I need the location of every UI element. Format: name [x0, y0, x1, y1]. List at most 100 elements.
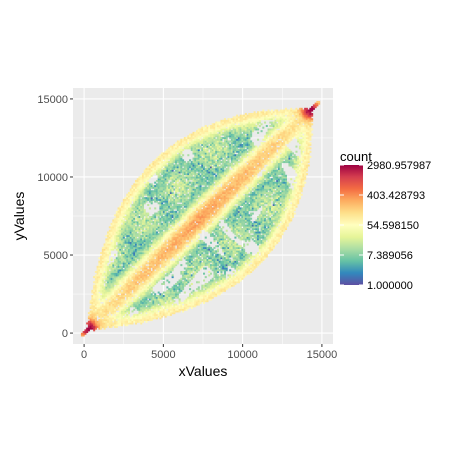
heatmap-tile: [199, 202, 202, 205]
heatmap-tile: [117, 257, 120, 260]
heatmap-tile: [166, 300, 169, 303]
heatmap-tile: [117, 258, 120, 261]
heatmap-tile: [190, 142, 193, 145]
heatmap-tile: [117, 288, 120, 291]
heatmap-tile: [140, 195, 143, 198]
heatmap-tile: [131, 198, 134, 201]
heatmap-tile: [134, 188, 138, 191]
heatmap-tile: [129, 281, 132, 284]
heatmap-tile: [161, 262, 164, 265]
heatmap-tile: [143, 317, 146, 320]
heatmap-tile: [136, 195, 139, 198]
heatmap-tile: [98, 257, 101, 260]
heatmap-tile: [136, 245, 139, 248]
heatmap-tile: [145, 276, 148, 279]
heatmap-tile: [178, 143, 181, 146]
heatmap-tile: [209, 260, 213, 263]
heatmap-tile: [171, 228, 174, 231]
heatmap-tile: [157, 246, 160, 249]
heatmap-tile: [107, 276, 110, 279]
heatmap-tile: [129, 296, 132, 299]
heatmap-tile: [190, 250, 193, 253]
heatmap-tile: [152, 173, 155, 176]
heatmap-tile: [112, 229, 115, 232]
heatmap-tile: [114, 245, 117, 248]
heatmap-tile: [159, 176, 162, 179]
heatmap-tile: [206, 186, 209, 189]
heatmap-tile: [204, 185, 207, 188]
heatmap-tile: [199, 203, 202, 206]
heatmap-tile: [134, 233, 138, 236]
heatmap-tile: [145, 191, 148, 194]
heatmap-tile: [124, 253, 127, 256]
heatmap-tile: [147, 269, 150, 272]
heatmap-tile: [129, 252, 132, 255]
heatmap-tile: [166, 241, 169, 244]
heatmap-tile: [155, 276, 158, 279]
heatmap-tile: [147, 169, 150, 172]
heatmap-tile: [114, 219, 117, 222]
heatmap-tile: [192, 131, 195, 134]
heatmap-tile: [108, 324, 111, 327]
heatmap-tile: [148, 274, 151, 277]
heatmap-tile: [110, 294, 113, 298]
heatmap-tile: [176, 250, 179, 253]
heatmap-tile: [136, 293, 139, 296]
heatmap-tile: [176, 167, 179, 170]
heatmap-tile: [169, 195, 172, 198]
heatmap-tile: [196, 231, 199, 234]
heatmap-tile: [119, 294, 122, 298]
heatmap-tile: [204, 246, 207, 249]
heatmap-tile: [148, 250, 151, 253]
heatmap-tile: [168, 191, 171, 194]
heatmap-tile: [176, 207, 179, 210]
heatmap-tile: [178, 162, 181, 165]
heatmap-tile: [131, 205, 134, 208]
heatmap-tile: [126, 216, 129, 219]
heatmap-tile: [136, 298, 139, 301]
heatmap-tile: [171, 291, 174, 294]
heatmap-tile: [162, 267, 165, 270]
heatmap-tile: [114, 240, 117, 243]
heatmap-tile: [159, 294, 162, 298]
heatmap-tile: [196, 167, 199, 170]
heatmap-tile: [129, 305, 132, 308]
heatmap-tile: [128, 205, 131, 208]
heatmap-tile: [203, 222, 206, 225]
heatmap-tile: [157, 181, 160, 184]
heatmap-tile: [173, 243, 176, 246]
heatmap-tile: [178, 216, 181, 219]
heatmap-tile: [136, 262, 139, 265]
heatmap-tile: [154, 166, 157, 169]
heatmap-tile: [121, 238, 124, 241]
heatmap-tile: [131, 258, 134, 261]
heatmap-tile: [164, 264, 167, 267]
heatmap-tile: [110, 282, 113, 285]
heatmap-tile: [152, 255, 155, 258]
heatmap-tile: [128, 210, 131, 213]
heatmap-tile: [128, 233, 131, 236]
heatmap-tile: [211, 265, 214, 268]
heatmap-tile: [141, 246, 144, 249]
heatmap-tile: [157, 238, 160, 241]
heatmap-tile: [197, 155, 200, 158]
heatmap-tile: [162, 274, 165, 277]
heatmap-tile: [194, 253, 197, 256]
heatmap-tile: [204, 264, 207, 267]
heatmap-tile: [152, 216, 155, 219]
heatmap-tile: [155, 185, 158, 188]
heatmap-tile: [134, 246, 138, 249]
heatmap-tile: [155, 315, 158, 318]
heatmap-tile: [145, 281, 148, 284]
heatmap-tile: [190, 137, 193, 140]
heatmap-tile: [143, 258, 146, 261]
heatmap-tile: [148, 298, 151, 301]
heatmap-tile: [187, 238, 190, 241]
heatmap-tile: [171, 265, 174, 268]
heatmap-tile: [112, 224, 115, 227]
heatmap-tile: [192, 173, 195, 176]
heatmap-tile: [108, 234, 111, 237]
heatmap-tile: [133, 301, 136, 304]
heatmap-tile: [148, 221, 151, 224]
heatmap-tile: [159, 272, 162, 275]
